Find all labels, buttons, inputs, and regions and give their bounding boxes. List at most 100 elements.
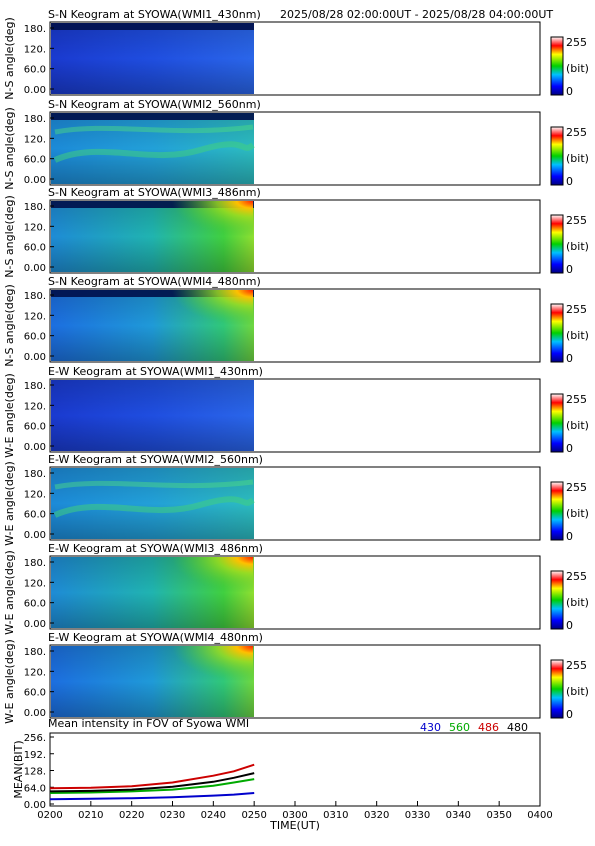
colorbar-unit: (bit)	[566, 507, 589, 520]
y-tick-label: 0.00	[24, 263, 46, 274]
keogram-panel: S-N Keogram at SYOWA(WMI3_486nm)180. 120.…	[3, 186, 589, 278]
aurora-arc	[53, 496, 255, 518]
chart-frame	[49, 732, 541, 807]
colorbar: 255 (bit) 0	[550, 570, 589, 632]
keogram-dark-edge	[51, 290, 254, 297]
colorbar-max: 255	[566, 126, 587, 139]
y-tick-label: 120.	[24, 667, 46, 678]
y-axis-label: N-S angle(deg)	[3, 17, 16, 100]
colorbar-max: 255	[566, 570, 587, 583]
y-tick-label: 60.0	[24, 65, 46, 76]
colorbar-min: 0	[566, 619, 573, 632]
y-tick-label: 120.	[24, 311, 46, 322]
panel-title: S-N Keogram at SYOWA(WMI1_430nm)	[48, 8, 261, 21]
y-tick-label: 128.	[24, 767, 46, 778]
y-tick-label: 0.00	[24, 352, 46, 363]
y-tick-label: 120.	[24, 222, 46, 233]
aurora-arc	[54, 124, 254, 135]
y-tick-label: 60.0	[24, 688, 46, 699]
colorbar-min: 0	[566, 442, 573, 455]
x-tick-label: 0210	[78, 810, 103, 821]
keogram-shading	[51, 380, 254, 451]
time-range: 2025/08/28 02:00:00UT - 2025/08/28 04:00…	[280, 8, 553, 21]
colorbar-gradient	[550, 393, 564, 453]
y-tick-label: 60.0	[24, 510, 46, 521]
aurora-arc	[54, 479, 254, 490]
y-axis-label: N-S angle(deg)	[3, 284, 16, 367]
x-tick-label: 0340	[446, 810, 471, 821]
colorbar-min: 0	[566, 352, 573, 365]
colorbar-max: 255	[566, 36, 587, 49]
legend-entry: 486	[478, 721, 499, 734]
colorbar-min: 0	[566, 263, 573, 276]
y-tick-label: 192.	[24, 750, 46, 761]
colorbar-min: 0	[566, 530, 573, 543]
y-axis-label: N-S angle(deg)	[3, 107, 16, 190]
y-tick-label: 60.0	[24, 422, 46, 433]
aurora-hotspot	[163, 646, 253, 686]
y-tick-label: 120.	[24, 578, 46, 589]
x-tick-label: 0320	[364, 810, 389, 821]
keogram-panel: S-N Keogram at SYOWA(WMI2_560nm)180. 120.…	[3, 98, 589, 190]
x-tick-label: 0250	[241, 810, 266, 821]
y-tick-label: 0.00	[24, 619, 46, 630]
x-tick-label: 0330	[405, 810, 430, 821]
y-tick-label: 180.	[24, 24, 46, 35]
keogram-dark-edge	[51, 201, 254, 208]
colorbar-gradient	[550, 36, 564, 96]
colorbar: 255 (bit) 0	[550, 659, 589, 721]
keogram-dark-edge	[51, 23, 254, 30]
colorbar-gradient	[550, 303, 564, 363]
y-tick-label: 120.	[24, 489, 46, 500]
panel-title: E-W Keogram at SYOWA(WMI3_486nm)	[48, 542, 263, 555]
colorbar-gradient	[550, 481, 564, 541]
y-tick-label: 60.0	[24, 155, 46, 166]
colorbar-unit: (bit)	[566, 62, 589, 75]
aurora-hotspot	[163, 290, 253, 330]
y-axis-label: W-E angle(deg)	[3, 461, 16, 546]
y-tick-label: 64.0	[24, 783, 46, 794]
colorbar-gradient	[550, 214, 564, 274]
legend-entry: 560	[449, 721, 470, 734]
legend-entry: 480	[507, 721, 528, 734]
y-tick-label: 0.00	[24, 530, 46, 541]
y-tick-label: 180.	[24, 114, 46, 125]
y-tick-label: 60.0	[24, 243, 46, 254]
x-tick-label: 0240	[201, 810, 226, 821]
colorbar-unit: (bit)	[566, 329, 589, 342]
y-tick-label: 120.	[24, 134, 46, 145]
colorbar-unit: (bit)	[566, 685, 589, 698]
colorbar-gradient	[550, 659, 564, 719]
x-tick-label: 0200	[37, 810, 62, 821]
x-axis-label: TIME(UT)	[269, 819, 320, 832]
colorbar-unit: (bit)	[566, 419, 589, 432]
colorbar: 255 (bit) 0	[550, 214, 589, 276]
x-tick-label: 0230	[160, 810, 185, 821]
y-tick-label: 180.	[24, 469, 46, 480]
keogram-panel: E-W Keogram at SYOWA(WMI2_560nm)180. 120.…	[3, 453, 589, 546]
y-axis-label: W-E angle(deg)	[3, 373, 16, 458]
series-line-560	[49, 778, 255, 794]
y-tick-label: 256.	[24, 733, 46, 744]
series-line-430	[49, 792, 255, 801]
y-tick-label: 0.00	[24, 175, 46, 186]
colorbar-max: 255	[566, 393, 587, 406]
colorbar-unit: (bit)	[566, 152, 589, 165]
colorbar-gradient	[550, 126, 564, 186]
panel-title: S-N Keogram at SYOWA(WMI3_486nm)	[48, 186, 261, 199]
colorbar-min: 0	[566, 175, 573, 188]
keogram-panel: S-N Keogram at SYOWA(WMI1_430nm) 2025/08/…	[3, 8, 589, 100]
y-tick-label: 60.0	[24, 332, 46, 343]
y-tick-label: 180.	[24, 647, 46, 658]
panel-title: S-N Keogram at SYOWA(WMI4_480nm)	[48, 275, 261, 288]
keogram-panel: S-N Keogram at SYOWA(WMI4_480nm)180. 120.…	[3, 275, 589, 367]
keogram-panel: E-W Keogram at SYOWA(WMI3_486nm)180. 120.…	[3, 542, 589, 635]
keogram-shading	[51, 468, 254, 539]
x-tick-label: 0300	[282, 810, 307, 821]
series-line-486	[49, 763, 255, 790]
x-tick-label: 0310	[323, 810, 348, 821]
y-axis-label: MEAN(BIT)	[12, 740, 25, 798]
y-axis-label: N-S angle(deg)	[3, 195, 16, 278]
colorbar-max: 255	[566, 659, 587, 672]
